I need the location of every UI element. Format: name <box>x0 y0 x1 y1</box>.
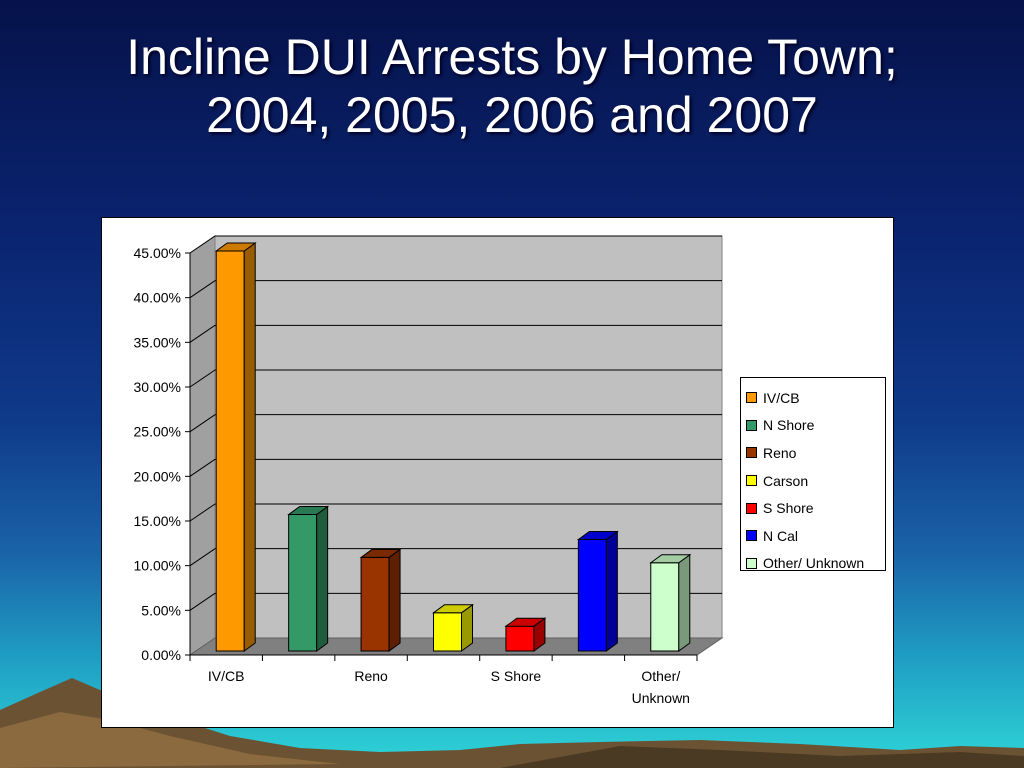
bar-side <box>678 553 691 652</box>
bar-iv-cb <box>215 250 245 652</box>
slide-title-line-2: 2004, 2005, 2006 and 2007 <box>206 87 818 143</box>
bar-side <box>316 505 329 652</box>
legend-swatch <box>746 557 757 569</box>
gridline-side <box>189 414 216 433</box>
bar-top <box>504 617 547 627</box>
bar-reno <box>360 556 390 652</box>
legend-label: Other/ Unknown <box>763 555 865 572</box>
gridline-side <box>189 324 216 343</box>
y-tick-label: 5.00% <box>141 602 181 618</box>
slide-title: Incline DUI Arrests by Home Town; 2004, … <box>0 28 1024 144</box>
legend-swatch <box>746 530 757 542</box>
gridline-side <box>189 503 216 522</box>
x-tick-label: Other/ <box>641 668 680 684</box>
y-tick-label: 25.00% <box>134 424 181 440</box>
legend-item: S Shore <box>746 494 885 522</box>
bar-top <box>287 506 330 516</box>
y-tick-label: 10.00% <box>134 558 181 574</box>
legend-item: Reno <box>746 439 885 467</box>
bar-other-unknown <box>650 562 680 652</box>
legend-swatch <box>746 392 757 404</box>
y-tick-label: 15.00% <box>134 513 181 529</box>
bar-chart: 0.00% 5.00% 10.00% 15.00% 20.00% 25.00% 30.00%… <box>134 235 724 706</box>
legend-swatch <box>746 447 757 459</box>
x-tick-label: Unknown <box>632 690 690 706</box>
bar-top <box>359 548 402 558</box>
chart-panel: 0.00% 5.00% 10.00% 15.00% 20.00% 25.00% 30.00%… <box>101 217 894 728</box>
legend-swatch <box>746 502 757 514</box>
legend-item: N Cal <box>746 522 885 550</box>
legend-swatch <box>746 419 757 431</box>
bar-n-shore <box>288 514 318 652</box>
bar-carson <box>433 612 462 652</box>
mountain-decoration <box>0 678 1024 768</box>
bar-side <box>388 548 401 652</box>
chart-side-wall <box>189 235 216 656</box>
bar-top <box>649 554 692 564</box>
legend-label: N Shore <box>763 417 815 434</box>
legend-item: IV/CB <box>746 384 885 412</box>
legend-swatch <box>746 475 757 487</box>
y-tick-label: 0.00% <box>141 647 181 663</box>
bar-n-cal <box>577 539 607 652</box>
legend-item: Other/ Unknown <box>746 550 885 578</box>
bar-side <box>243 242 256 652</box>
gridline-side <box>189 458 216 477</box>
x-tick-label: Reno <box>354 668 388 684</box>
legend-label: Carson <box>763 472 809 489</box>
gridline-side <box>189 280 216 299</box>
gridline-side <box>189 592 216 611</box>
gridline-side <box>189 235 216 254</box>
x-tick-label: S Shore <box>491 668 542 684</box>
gridline-side <box>189 548 216 567</box>
y-tick-label: 30.00% <box>134 379 181 395</box>
legend-item: Carson <box>746 467 885 495</box>
x-tick-label: IV/CB <box>208 668 245 684</box>
legend-label: Reno <box>763 444 797 461</box>
bar-top <box>431 604 475 614</box>
y-tick-label: 45.00% <box>134 245 181 261</box>
bar-top <box>576 531 619 541</box>
y-tick-label: 35.00% <box>134 334 181 350</box>
bar-top <box>214 242 257 252</box>
legend-item: N Shore <box>746 412 885 440</box>
legend-label: IV/CB <box>763 389 800 406</box>
chart-legend: IV/CB N Shore Reno Carson S Shore N Cal Other/… <box>740 377 886 571</box>
gridline-side <box>189 369 216 388</box>
bar-s-shore <box>505 625 535 652</box>
y-tick-label: 20.00% <box>134 468 181 484</box>
legend-label: N Cal <box>763 527 799 544</box>
bar-side <box>605 530 618 652</box>
y-tick-label: 40.00% <box>134 290 181 306</box>
legend-label: S Shore <box>763 500 814 517</box>
slide-title-line-1: Incline DUI Arrests by Home Town; <box>126 29 898 85</box>
